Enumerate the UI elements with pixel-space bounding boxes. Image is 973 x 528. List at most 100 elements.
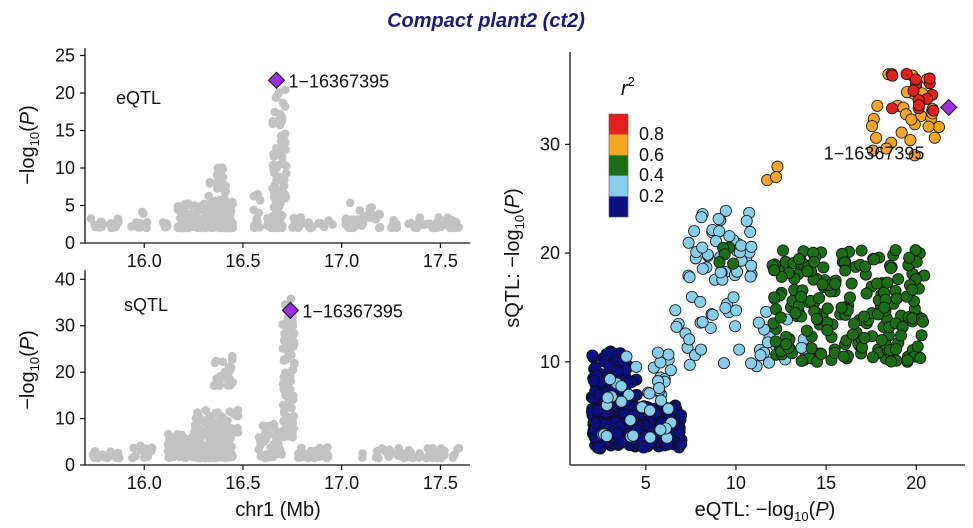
eqtl-snp-point (428, 223, 437, 233)
eqtl-snp-point (268, 184, 277, 193)
eqtl-snp-point (278, 132, 288, 142)
corr-snp-point (900, 68, 913, 81)
sqtl-snp-point (163, 429, 173, 439)
sqtl-y-tick-label: 40 (55, 269, 75, 289)
corr-y-axis-label: sQTL: −log10(P) (502, 188, 527, 328)
eqtl-snp-point (253, 189, 262, 199)
sqtl-snp-point (283, 339, 292, 349)
corr-snp-point (682, 236, 695, 249)
sqtl-snp-point (423, 444, 433, 453)
eqtl-snp-point (254, 208, 264, 218)
corr-snp-point (651, 346, 664, 359)
corr-snp-point (775, 270, 788, 283)
r2-legend: r2 0.8 0.6 0.4 0.2 (608, 74, 664, 218)
sqtl-snp-point (428, 453, 437, 463)
corr-snp-point (878, 301, 891, 314)
eqtl-snp-point (205, 177, 215, 187)
r2-tick-0.8: 0.8 (639, 124, 664, 144)
corr-snp-point (688, 225, 701, 238)
eqtl-snp-point (200, 223, 210, 232)
corr-snp-point (752, 316, 765, 329)
corr-snp-point (615, 380, 628, 393)
sqtl-snp-point (207, 412, 216, 421)
corr-snp-point (771, 160, 784, 173)
manhattan-x-axis-label: chr1 (Mb) (235, 499, 321, 521)
eqtl-snp-point (281, 145, 291, 154)
corr-y-tick-label: 30 (540, 134, 560, 154)
corr-snp-point (730, 304, 743, 317)
eqtl-snp-point (328, 220, 337, 229)
sqtl-snp-point (414, 453, 424, 462)
eqtl-snp-point (278, 159, 288, 169)
sqtl-x-tick-label: 16.5 (225, 473, 260, 493)
corr-lead-snp-label: 1−16367395 (824, 143, 925, 163)
eqtl-snp-point (347, 215, 357, 224)
corr-snp-point (714, 266, 727, 279)
corr-snp-point (683, 271, 696, 284)
corr-snp-point (696, 316, 709, 329)
corr-snp-point (664, 364, 677, 377)
sqtl-snp-point (196, 414, 206, 424)
corr-snp-point (733, 343, 746, 356)
corr-snp-point (858, 310, 871, 323)
corr-snp-point (591, 441, 604, 454)
sqtl-snp-point (279, 356, 289, 365)
corr-snp-point (901, 354, 914, 367)
eqtl-y-tick-label: 0 (65, 233, 75, 253)
correlation-panel: 5 10 15 20 10 20 30 1−16367395 r2 0.8 0.6 0.4… (502, 52, 965, 524)
corr-snp-point (745, 357, 758, 370)
sqtl-snp-point (129, 443, 139, 453)
r2-swatch-0.2-0.4 (609, 175, 628, 197)
sqtl-snp-point (279, 417, 288, 426)
sqtl-snp-point (269, 440, 278, 449)
corr-snp-point (653, 382, 666, 395)
sqtl-x-tick-label: 17.5 (423, 473, 458, 493)
sqtl-y-tick-label: 10 (55, 409, 75, 429)
eqtl-snp-point (193, 220, 202, 230)
corr-snp-point (624, 414, 637, 427)
corr-snp-point (770, 171, 783, 184)
sqtl-y-tick-label: 20 (55, 362, 75, 382)
corr-snp-point (600, 430, 613, 443)
eqtl-x-tick-label: 16.0 (127, 251, 162, 271)
corr-snp-point (846, 328, 859, 341)
sqtl-snp-point (201, 406, 210, 415)
sqtl-panel: 16.0 16.5 17.0 17.5 0 10 20 30 40 sQTL 1−163673… (17, 269, 470, 521)
sqtl-snp-point (176, 437, 186, 447)
eqtl-snp-point (443, 213, 453, 222)
figure-title: Compact plant2 (ct2) (387, 10, 585, 32)
eqtl-points (86, 85, 464, 233)
sqtl-snp-point (233, 423, 242, 433)
sqtl-snp-point (448, 453, 458, 462)
eqtl-snp-point (274, 172, 284, 182)
eqtl-snp-point (160, 222, 170, 232)
corr-x-tick-label: 15 (816, 473, 836, 493)
corr-snp-point (892, 273, 905, 286)
corr-snp-point (817, 261, 830, 274)
sqtl-x-tick-label: 17.0 (324, 473, 359, 493)
corr-snp-point (805, 342, 818, 355)
sqtl-snp-point (436, 444, 446, 453)
eqtl-snp-point (137, 222, 146, 232)
corr-snp-point (696, 262, 709, 275)
eqtl-snp-point (392, 220, 401, 229)
eqtl-x-tick-label: 16.5 (225, 251, 260, 271)
eqtl-lead-snp-label: 1−16367395 (289, 71, 390, 91)
corr-snp-point (717, 357, 730, 370)
corr-snp-point (586, 349, 599, 362)
corr-snp-point (839, 264, 852, 277)
corr-snp-point (821, 324, 834, 337)
corr-snp-point (808, 255, 821, 268)
corr-snp-point (885, 355, 898, 368)
corr-snp-point (904, 134, 917, 147)
sqtl-snp-point (227, 355, 237, 365)
r2-swatch-0.6-0.8 (609, 134, 628, 156)
sqtl-snp-point (254, 445, 264, 454)
corr-snp-point (810, 312, 823, 325)
sqtl-snp-point (280, 406, 289, 415)
corr-snp-point (675, 409, 688, 422)
eqtl-snp-point (355, 205, 365, 215)
sqtl-snp-point (323, 443, 332, 452)
sqtl-snp-point (275, 445, 285, 454)
eqtl-snp-point (295, 221, 304, 231)
